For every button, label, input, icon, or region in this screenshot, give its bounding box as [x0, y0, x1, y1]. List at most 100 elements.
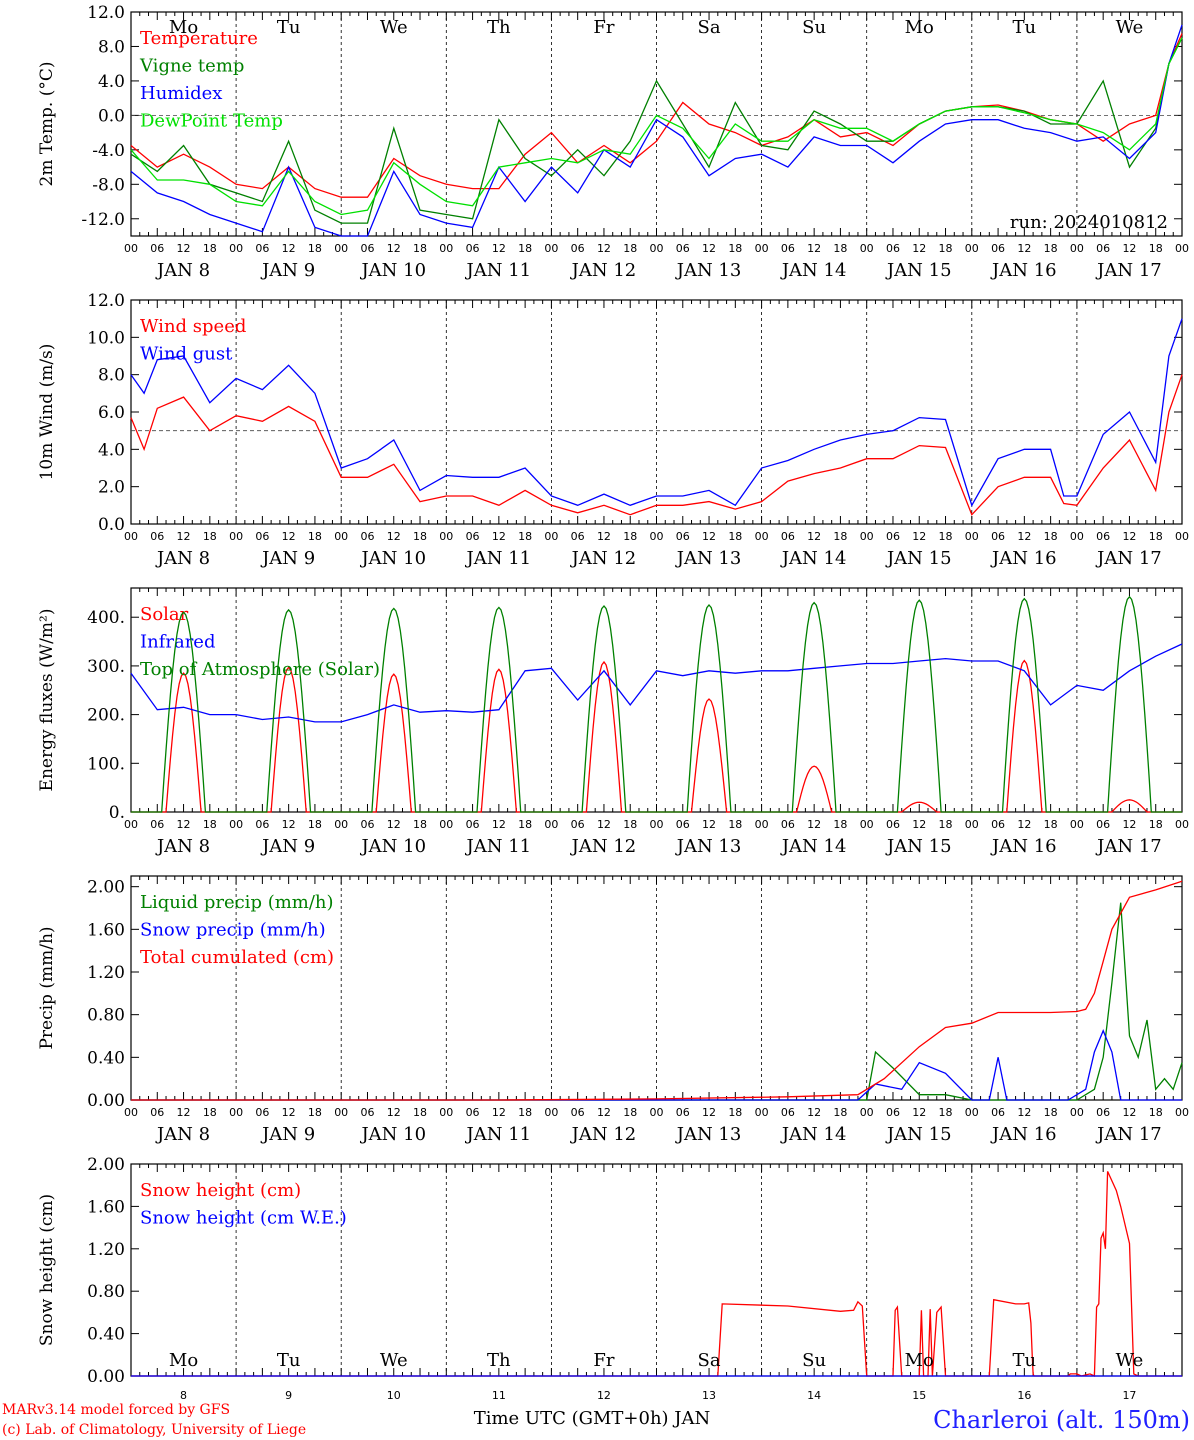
legend-entry: DewPoint Temp: [140, 111, 283, 132]
date-label: JAN 9: [260, 836, 315, 857]
hour-tick-label: 18: [623, 1106, 637, 1119]
hour-tick-label: 00: [755, 242, 769, 255]
hour-tick-label: 18: [518, 242, 532, 255]
y-tick-label: 1.20: [87, 963, 125, 983]
series-line-wind-speed: [130, 374, 1183, 516]
date-label: JAN 8: [155, 260, 210, 281]
hour-tick-label: 12: [1017, 242, 1031, 255]
date-label: JAN 13: [675, 548, 742, 569]
hour-tick-label: 18: [203, 818, 217, 831]
hour-tick-label: 12: [702, 530, 716, 543]
y-tick-label: 200.: [87, 706, 125, 726]
y-axis-label: Energy fluxes (W/m²): [37, 609, 57, 792]
series-line-infrared: [130, 643, 1183, 723]
hour-tick-label: 00: [1175, 530, 1189, 543]
x-axis-label: Time UTC (GMT+0h) JAN: [474, 1408, 711, 1429]
hour-tick-label: 06: [781, 530, 795, 543]
hour-tick-label: 18: [1149, 818, 1163, 831]
y-tick-label: 0.80: [87, 1006, 125, 1026]
hour-tick-label: 18: [623, 530, 637, 543]
series-line-snow-precip-mm-h-: [131, 1028, 1182, 1101]
hour-tick-label: 12: [597, 530, 611, 543]
date-label: JAN 11: [465, 260, 532, 281]
hour-tick-label: 00: [860, 818, 874, 831]
hour-tick-label: 00: [124, 1106, 138, 1119]
day-date-label: 13: [702, 1389, 716, 1402]
hour-tick-label: 18: [413, 1106, 427, 1119]
hour-tick-label: 00: [334, 242, 348, 255]
hour-tick-label: 06: [255, 242, 269, 255]
hour-tick-label: 06: [571, 1106, 585, 1119]
series-line-dewpoint-temp: [130, 37, 1183, 216]
hour-tick-label: 06: [676, 530, 690, 543]
legend-entry: Humidex: [140, 83, 222, 104]
hour-tick-label: 18: [728, 242, 742, 255]
hour-tick-label: 12: [702, 1106, 716, 1119]
hour-tick-label: 12: [1122, 242, 1136, 255]
date-label: JAN 12: [570, 260, 637, 281]
hour-tick-label: 12: [807, 818, 821, 831]
day-name-label: Th: [487, 1350, 511, 1371]
hour-tick-label: 06: [360, 1106, 374, 1119]
legend-entry: Snow height (cm): [140, 1180, 301, 1201]
hour-tick-label: 12: [1017, 818, 1031, 831]
day-name-label: Tu: [277, 1350, 301, 1371]
day-name-label: Su: [802, 17, 826, 38]
hour-tick-label: 12: [492, 242, 506, 255]
hour-tick-label: 18: [203, 242, 217, 255]
y-tick-label: 0.40: [87, 1048, 125, 1068]
hour-tick-label: 18: [413, 530, 427, 543]
hour-tick-label: 18: [833, 530, 847, 543]
hour-tick-label: 18: [833, 818, 847, 831]
hour-tick-label: 18: [939, 818, 953, 831]
hour-tick-label: 18: [728, 530, 742, 543]
hour-tick-label: 06: [676, 242, 690, 255]
day-name-label: Fr: [593, 1350, 614, 1371]
date-label: JAN 8: [155, 548, 210, 569]
day-name-label: Su: [802, 1350, 826, 1371]
y-tick-label: 6.0: [98, 403, 125, 423]
day-name-label: We: [1116, 17, 1144, 38]
hour-tick-label: 12: [282, 1106, 296, 1119]
legend-entry: Solar: [140, 604, 189, 625]
hour-tick-label: 18: [308, 242, 322, 255]
hour-tick-label: 06: [255, 530, 269, 543]
hour-tick-label: 18: [939, 242, 953, 255]
series-line-solar: [131, 659, 1182, 813]
hour-tick-label: 06: [360, 242, 374, 255]
date-label: JAN 12: [570, 836, 637, 857]
day-name-label: Fr: [593, 17, 614, 38]
hour-tick-label: 06: [150, 242, 164, 255]
day-name-label: Mo: [905, 17, 934, 38]
hour-tick-label: 12: [387, 242, 401, 255]
hour-tick-label: 06: [886, 1106, 900, 1119]
hour-tick-label: 12: [177, 818, 191, 831]
panel-frame: [130, 11, 1183, 237]
hour-tick-label: 18: [518, 530, 532, 543]
y-tick-label: 4.0: [98, 440, 125, 460]
hour-tick-label: 12: [1122, 530, 1136, 543]
day-date-label: 10: [387, 1389, 401, 1402]
hour-tick-label: 12: [1122, 1106, 1136, 1119]
date-label: JAN 14: [780, 260, 847, 281]
hour-tick-label: 00: [860, 1106, 874, 1119]
day-name-label: We: [380, 1350, 408, 1371]
date-label: JAN 17: [1095, 1124, 1162, 1145]
y-tick-label: 12.0: [87, 3, 125, 23]
day-date-label: 12: [597, 1389, 611, 1402]
series-line-wind-gust: [130, 318, 1183, 507]
legend-entry: Wind speed: [140, 316, 246, 337]
hour-tick-label: 18: [833, 1106, 847, 1119]
hour-tick-label: 12: [492, 530, 506, 543]
date-label: JAN 17: [1095, 836, 1162, 857]
date-label: JAN 13: [675, 1124, 742, 1145]
y-tick-label: 0.0: [98, 515, 125, 535]
date-label: JAN 17: [1095, 260, 1162, 281]
hour-tick-label: 18: [728, 818, 742, 831]
hour-tick-label: 06: [781, 818, 795, 831]
hour-tick-label: 00: [439, 1106, 453, 1119]
y-tick-label: 0.00: [87, 1367, 125, 1387]
hour-tick-label: 12: [1017, 1106, 1031, 1119]
